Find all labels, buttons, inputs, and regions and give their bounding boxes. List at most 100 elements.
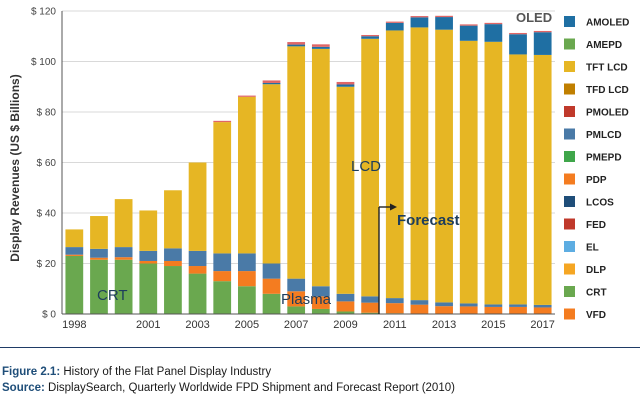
x-tick-label: 2005 <box>235 319 259 331</box>
bar-pmlcd-2000 <box>114 247 133 258</box>
x-tick-label: 2011 <box>383 319 407 331</box>
bar-crt-2005 <box>238 286 256 314</box>
bar-oled-2010 <box>361 36 379 39</box>
bar-tft-lcd-2012 <box>410 27 429 301</box>
axes <box>61 11 555 315</box>
bar-other-2017 <box>533 30 552 33</box>
bar-other-2013 <box>435 15 453 18</box>
bar-other-2005 <box>238 95 256 97</box>
bar-pdp-1998 <box>65 254 84 256</box>
bar-pmlcd-2004 <box>213 253 232 272</box>
bar-pmlcd-2008 <box>311 286 330 297</box>
bar-tft-lcd-2004 <box>213 122 232 254</box>
chart: Display Revenues (US $ Billions) $ 0 $ 20… <box>8 7 629 332</box>
legend-label-amoled: AMOLED <box>586 18 629 29</box>
bar-pmlcd-1998 <box>65 247 84 255</box>
bar-pmlcd-2016 <box>509 304 527 307</box>
bar-tft-lcd-2009 <box>336 86 355 294</box>
bar-tft-lcd-2003 <box>188 162 207 251</box>
bar-pdp-2013 <box>435 306 453 314</box>
lcd-annotation: LCD <box>351 158 381 175</box>
bar-oled-2016 <box>509 34 527 55</box>
bar-other-2015 <box>484 22 503 25</box>
legend-swatch-pmoled <box>564 106 575 117</box>
forecast-annotation: Forecast <box>397 212 460 229</box>
x-tick-label: 2001 <box>136 319 160 331</box>
bar-other-2012 <box>410 16 429 18</box>
legend-swatch-vfd <box>564 308 575 320</box>
bar-other-2014 <box>459 24 478 26</box>
bar-pdp-2001 <box>139 260 158 264</box>
bar-tft-lcd-2008 <box>311 48 330 287</box>
bar-oled-2013 <box>435 17 453 30</box>
legend-swatch-el <box>564 241 575 252</box>
bar-crt-2010 <box>361 312 379 314</box>
bar-pdp-2015 <box>484 306 503 314</box>
x-tick-label: 2007 <box>284 319 308 331</box>
bar-crt-2001 <box>139 263 158 314</box>
y-tick-label: $ 100 <box>31 57 56 68</box>
legend-swatch-lcos <box>564 196 575 207</box>
bar-tft-lcd-2015 <box>484 41 503 305</box>
bar-pmlcd-2001 <box>139 250 158 261</box>
bar-oled-2006 <box>262 82 281 85</box>
legend-label-tfd-lcd: TFD LCD <box>586 85 629 96</box>
legend-label-dlp: DLP <box>586 265 606 276</box>
bar-pdp-2002 <box>164 260 182 267</box>
caption-divider <box>0 347 640 348</box>
figure-caption: Figure 2.1: History of the Flat Panel Di… <box>2 364 455 396</box>
y-axis-title: Display Revenues (US $ Billions) <box>8 74 22 261</box>
bar-other-2007 <box>287 42 306 45</box>
x-tick-label: 1998 <box>62 319 86 331</box>
legend-label-pdp: PDP <box>586 175 607 186</box>
legend-swatch-dlp <box>564 263 575 275</box>
bar-tft-lcd-2010 <box>361 38 379 297</box>
bar-pmlcd-2017 <box>533 304 552 308</box>
legend-swatch-crt <box>564 286 575 297</box>
bar-pmlcd-2012 <box>410 300 429 305</box>
x-tick-label: 2013 <box>432 319 456 331</box>
bar-pdp-2005 <box>238 271 256 287</box>
legend-swatch-amepd <box>564 38 575 50</box>
legend-label-vfd: VFD <box>586 310 606 321</box>
bar-tft-lcd-2002 <box>164 190 182 249</box>
figure-title-line: Figure 2.1: History of the Flat Panel Di… <box>2 364 455 380</box>
forecast-arrow-head <box>390 203 397 211</box>
y-tick-label: $ 60 <box>37 158 57 169</box>
bar-pmlcd-2009 <box>336 293 355 302</box>
bar-tft-lcd-2006 <box>262 84 281 264</box>
bar-oled-2007 <box>287 44 306 47</box>
bar-pdp-2006 <box>262 278 281 294</box>
bar-tft-lcd-2005 <box>238 96 256 254</box>
bar-oled-2015 <box>484 24 503 42</box>
bar-pdp-2008 <box>311 296 330 309</box>
legend-label-pmepd: PMEPD <box>586 153 622 164</box>
legend-swatch-pdp <box>564 173 575 185</box>
bar-pmlcd-2006 <box>262 263 281 279</box>
bar-oled-2009 <box>336 84 355 87</box>
legend-label-lcos: LCOS <box>586 198 614 209</box>
legend-label-amepd: AMEPD <box>586 40 622 51</box>
figure-text: History of the Flat Panel Display Indust… <box>60 366 272 378</box>
source-text: DisplaySearch, Quarterly Worldwide FPD S… <box>44 382 455 394</box>
bar-crt-2006 <box>262 293 281 314</box>
legend-label-fed: FED <box>586 220 606 231</box>
bar-pmlcd-2010 <box>361 296 379 303</box>
legend-swatch-pmlcd <box>564 128 575 140</box>
legend-label-tft-lcd: TFT LCD <box>586 63 628 74</box>
source-label: Source: <box>2 382 45 394</box>
bar-pdp-2007 <box>287 291 306 307</box>
bar-crt-2007 <box>287 306 306 314</box>
bar-tft-lcd-1999 <box>90 216 108 249</box>
bar-pdp-2004 <box>213 271 232 282</box>
bar-tft-lcd-2013 <box>435 29 453 303</box>
oled-annotation: OLED <box>516 10 552 25</box>
bar-other-2016 <box>509 32 527 35</box>
bar-tft-lcd-2001 <box>139 210 158 251</box>
bar-oled-2012 <box>410 17 429 28</box>
bar-pdp-2012 <box>410 304 429 314</box>
crt-annotation: CRT <box>97 287 128 304</box>
plasma-annotation: Plasma <box>281 291 332 308</box>
bar-tft-lcd-2016 <box>509 54 527 305</box>
legend: AMOLED AMEPD TFT LCD TFD LCD PMOLED PMLCD PMEP… <box>564 16 629 321</box>
